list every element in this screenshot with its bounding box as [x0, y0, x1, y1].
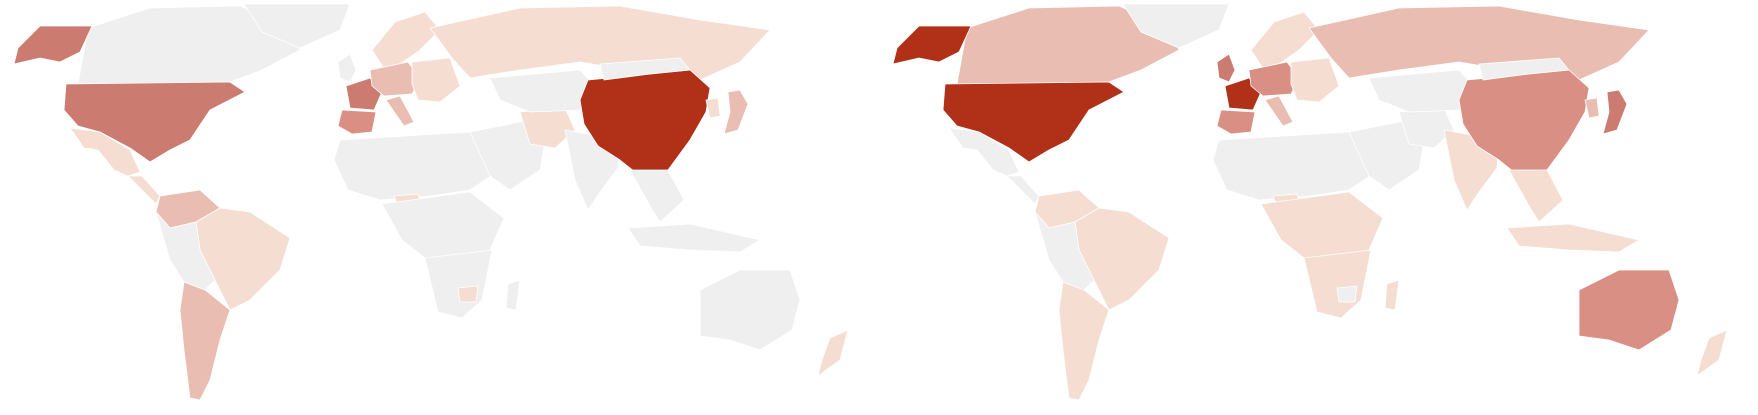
region-southeast-asia: [629, 169, 685, 223]
region-australia: [1578, 269, 1680, 351]
region-eastern-europe: [411, 57, 461, 103]
region-zimbabwe: [1336, 285, 1358, 303]
region-australia: [699, 269, 801, 351]
region-japan: [1602, 89, 1628, 135]
region-new-zealand: [817, 329, 849, 377]
world-map-right: [879, 0, 1758, 415]
world-map-right-svg: [892, 3, 1728, 401]
region-italy: [385, 95, 415, 127]
region-russia: [1308, 5, 1650, 81]
region-korea: [1584, 97, 1600, 119]
region-southern-africa: [424, 249, 493, 319]
region-greenland: [1122, 3, 1230, 49]
region-indonesia: [1506, 223, 1640, 253]
region-central-europe: [369, 61, 421, 97]
region-usa: [942, 81, 1125, 163]
region-italy: [1264, 95, 1294, 127]
region-greenland: [243, 3, 351, 49]
region-indonesia: [627, 223, 761, 253]
region-mongolia: [1478, 57, 1570, 81]
region-central-america: [127, 175, 161, 205]
region-new-zealand: [1696, 329, 1728, 377]
region-south-america-west: [1034, 211, 1095, 291]
world-map-left: [13, 3, 849, 401]
region-south-america-west: [155, 211, 216, 291]
region-uk-ireland: [1216, 53, 1236, 83]
region-usa: [63, 81, 246, 163]
region-spain-portugal: [1216, 109, 1256, 135]
region-uk-ireland: [337, 53, 357, 83]
region-central-america: [1006, 175, 1040, 205]
region-madagascar: [505, 279, 521, 311]
region-korea: [705, 97, 721, 119]
region-argentina-chile: [179, 281, 231, 401]
region-southeast-asia: [1508, 169, 1564, 223]
region-mongolia: [599, 57, 691, 81]
region-alaska: [892, 25, 972, 65]
region-argentina-chile: [1058, 281, 1110, 401]
region-southern-africa: [1303, 249, 1372, 319]
region-central-europe: [1248, 61, 1300, 97]
region-zimbabwe: [457, 285, 479, 303]
region-spain-portugal: [337, 109, 377, 135]
region-japan: [723, 89, 749, 135]
world-map-left-svg: [13, 3, 849, 401]
region-russia: [429, 5, 771, 81]
region-alaska: [13, 25, 93, 65]
region-eastern-europe: [1290, 57, 1340, 103]
region-madagascar: [1384, 279, 1400, 311]
